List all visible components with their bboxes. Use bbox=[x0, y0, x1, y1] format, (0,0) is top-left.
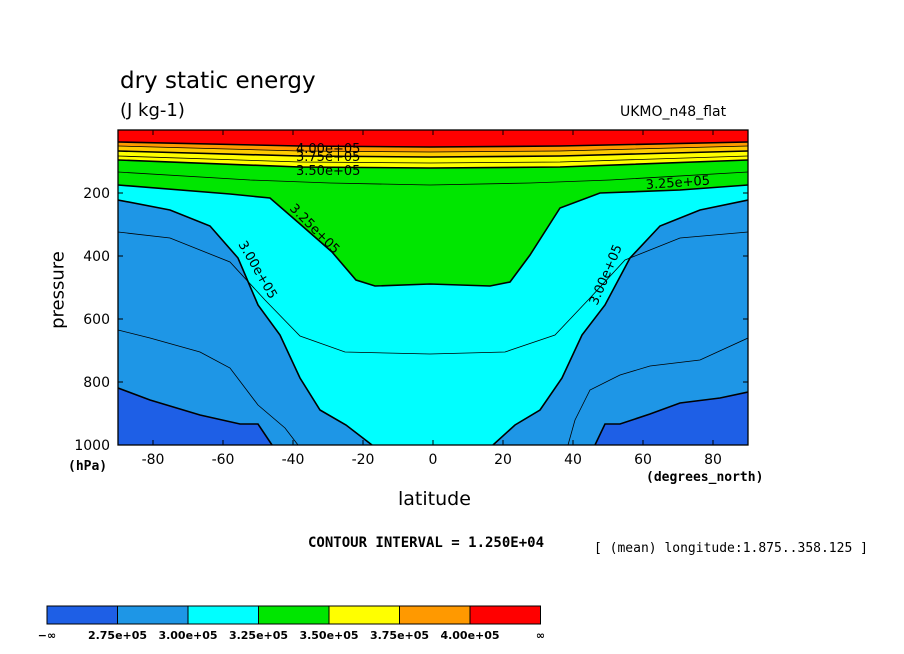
contour-line-287-right bbox=[567, 337, 748, 445]
colorbar-swatch-6 bbox=[469, 605, 541, 625]
fill-band-275-300 bbox=[118, 200, 748, 445]
contour-line-362 bbox=[118, 155, 748, 164]
colorbar-swatch-3 bbox=[258, 605, 330, 625]
contour-label-400: 4.00e+05 bbox=[296, 142, 360, 157]
contour-label-375: 3.75e+05 bbox=[296, 150, 360, 165]
y-axis-unit: (hPa) bbox=[68, 459, 108, 474]
colorbar-swatch-5 bbox=[399, 605, 471, 625]
contour-line-400 bbox=[118, 141, 748, 148]
x-tick-label: 40 bbox=[564, 452, 582, 468]
colorbar-label-0: −∞ bbox=[38, 629, 56, 642]
x-tick-label: 0 bbox=[429, 452, 438, 468]
contour-line-275-right bbox=[594, 391, 748, 445]
longitude-note: [ (mean) longitude:1.875..358.125 ] bbox=[594, 541, 868, 556]
contour-line-287-left bbox=[118, 329, 299, 445]
y-tick-label: 1000 bbox=[74, 438, 110, 454]
colorbar-label-7: ∞ bbox=[536, 629, 545, 642]
contour-label-325-top: 3.25e+05 bbox=[645, 174, 710, 193]
colorbar-swatch-2 bbox=[187, 605, 259, 625]
y-tick-label: 400 bbox=[83, 249, 110, 265]
x-tick-label: 20 bbox=[494, 452, 512, 468]
colorbar-label-3: 3.25e+05 bbox=[229, 629, 288, 642]
colorbar: −∞ 2.75e+05 3.00e+05 3.25e+05 3.50e+05 3.75e+… bbox=[38, 605, 545, 642]
colorbar-label-1: 2.75e+05 bbox=[88, 629, 147, 642]
contour-line-387 bbox=[118, 145, 748, 153]
axes-group: -80 -60 -40 -20 0 20 40 60 80 200 400 600 800 1000 bbox=[74, 130, 748, 468]
x-axis-label: latitude bbox=[398, 488, 471, 510]
x-axis-unit: (degrees_north) bbox=[646, 470, 764, 485]
y-tick-label: 800 bbox=[83, 375, 110, 391]
contour-line-337 bbox=[118, 171, 748, 186]
x-tick-label: 60 bbox=[634, 452, 652, 468]
contour-line-375 bbox=[118, 150, 748, 158]
y-tick-label: 600 bbox=[83, 312, 110, 328]
y-tick-label: 200 bbox=[83, 186, 110, 202]
x-tick-label: -40 bbox=[282, 452, 305, 468]
colorbar-swatch-0 bbox=[46, 605, 118, 625]
colorbar-label-6: 4.00e+05 bbox=[440, 629, 499, 642]
contour-interval: CONTOUR INTERVAL = 1.250E+04 bbox=[308, 535, 545, 551]
chart-title: dry static energy bbox=[120, 68, 316, 94]
contour-line-300-right bbox=[492, 199, 748, 445]
x-tick-label: -80 bbox=[142, 452, 165, 468]
chart-units: (J kg-1) bbox=[120, 100, 185, 121]
contour-line-350 bbox=[118, 159, 748, 169]
contour-line-275-left bbox=[118, 387, 273, 445]
colorbar-label-5: 3.75e+05 bbox=[370, 629, 429, 642]
colorbar-label-2: 3.00e+05 bbox=[158, 629, 217, 642]
contour-line-300-left bbox=[118, 199, 373, 445]
contour-line-312 bbox=[118, 231, 748, 355]
colorbar-swatch-4 bbox=[328, 605, 400, 625]
fill-band-below-275 bbox=[118, 388, 748, 445]
x-tick-label: 80 bbox=[704, 452, 722, 468]
colorbar-swatch-1 bbox=[117, 605, 189, 625]
x-tick-label: -20 bbox=[352, 452, 375, 468]
contour-label-350: 3.50e+05 bbox=[296, 164, 360, 179]
x-tick-label: -60 bbox=[212, 452, 235, 468]
dataset-name: UKMO_n48_flat bbox=[620, 104, 727, 120]
colorbar-label-4: 3.50e+05 bbox=[299, 629, 358, 642]
contour-line-325 bbox=[118, 184, 748, 287]
